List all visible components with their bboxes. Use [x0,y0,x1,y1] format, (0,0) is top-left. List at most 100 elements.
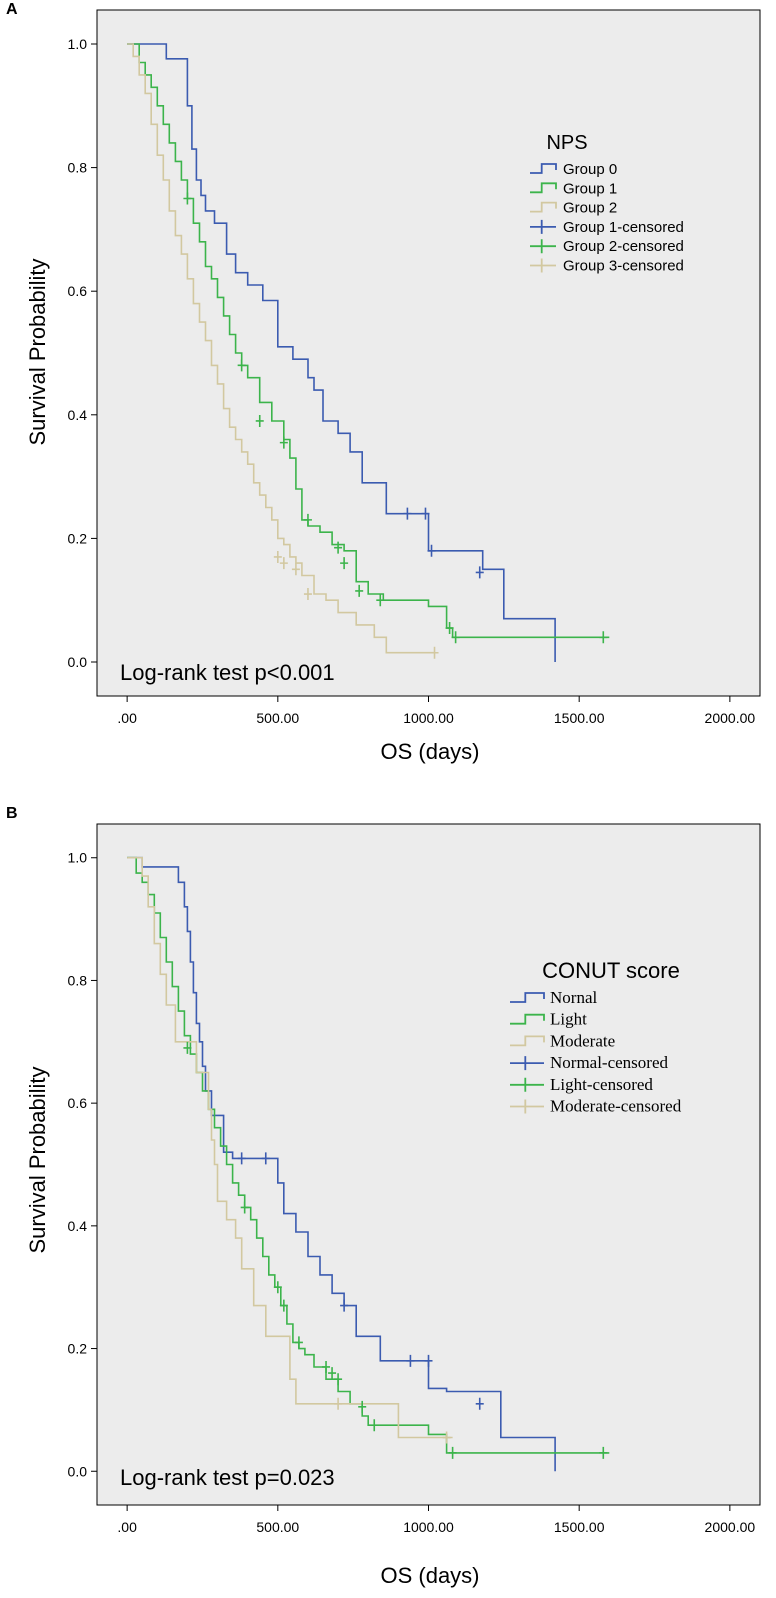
x-tick-label: 2000.00 [705,710,756,726]
legend-item: Normal-censored [510,1053,669,1072]
x-tick-label: .00 [117,710,137,726]
legend-label: Group 2 [563,200,617,217]
censor-mark [370,1419,379,1432]
censor-mark [291,563,300,576]
censor-mark [445,622,454,635]
legend-swatch-line [510,992,545,1003]
panel-a: A 0.0 0.2 0.4 0.6 0.8 1.0 .00 500.00 1000.00 150… [6,1,761,764]
censor-mark [334,1373,343,1386]
censor-mark [303,513,312,526]
censor-mark [273,550,282,563]
censor-mark [183,192,192,205]
y-tick-label: 0.6 [68,1095,88,1111]
legend-label: Group 3-censored [563,258,684,275]
censor-mark [599,1446,608,1459]
censor-mark [430,646,439,659]
plot-area-b [96,823,761,1506]
x-axis-ticks-a: .00 500.00 1000.00 1500.00 2000.00 [117,696,755,726]
legend-label: Light-censored [550,1075,653,1094]
legend-label: Moderate [550,1031,615,1050]
censor-mark [334,1397,343,1410]
censor-mark [328,1367,337,1380]
legend-swatch-line [530,182,557,194]
x-axis-ticks-b: .00 500.00 1000.00 1500.00 2000.00 [117,1505,755,1535]
km-curve-group-2 [127,43,435,654]
censor-mark [183,1041,192,1054]
censor-mark [475,566,484,579]
legend-item: Group 0 [530,161,617,178]
censor-mark [255,414,264,427]
censor-mark [279,557,288,570]
legend-label: Group 1 [563,180,617,197]
legend-a: Group 0 Group 1 Group 2 Group 1-censored Gro… [530,161,684,275]
legend-item: Nornal [510,988,597,1007]
legend-item: Group 3-censored [530,258,684,275]
legend-swatch-censor [530,239,556,254]
legend-item: Group 1 [530,180,617,197]
y-tick-label: 0.4 [68,407,88,423]
y-axis-title-b: Survival Probability [25,1066,50,1253]
censor-mark [475,1397,484,1410]
x-tick-label: 1000.00 [403,710,454,726]
censor-mark [279,436,288,449]
censor-mark [303,588,312,601]
censor-mark [448,1446,457,1459]
y-tick-label: 0.0 [68,1463,88,1479]
legend-item: Group 1-censored [530,219,684,236]
y-axis-ticks-a: 0.0 0.2 0.4 0.6 0.8 1.0 [68,36,97,670]
legend-label: Group 1-censored [563,219,684,236]
legend-item: Moderate-censored [510,1097,682,1116]
x-tick-label: .00 [117,1519,137,1535]
censor-mark [406,1354,415,1367]
censor-mark [340,1299,349,1312]
x-tick-label: 500.00 [256,710,299,726]
legend-item: Group 2-censored [530,238,684,255]
legend-swatch-censor [530,219,556,234]
legend-swatch-censor [510,1077,544,1092]
legend-swatch-line [510,1035,545,1047]
legend-swatch-censor [510,1099,544,1114]
censor-mark [599,631,608,644]
censor-mark [261,1152,270,1165]
x-tick-label: 1000.00 [403,1519,454,1535]
y-tick-label: 1.0 [68,850,88,866]
censor-mark [340,557,349,570]
censor-mark [355,584,364,597]
y-tick-label: 0.2 [68,530,88,546]
legend-label: Moderate-censored [550,1097,682,1116]
y-tick-label: 0.0 [68,654,88,670]
censor-marks-b [183,1041,608,1459]
censor-mark [358,1400,367,1413]
legend-swatch-line [530,163,557,174]
censor-mark [376,594,385,607]
km-curve-group-1 [127,43,610,639]
censor-mark [322,1360,331,1373]
censor-mark [294,1336,303,1349]
censor-mark [237,359,246,372]
panel-b: B 0.0 0.2 0.4 0.6 0.8 1.0 .00 500.00 1000.00 150… [6,805,761,1588]
x-tick-label: 2000.00 [705,1519,756,1535]
censor-mark [240,1201,249,1214]
x-tick-label: 1500.00 [554,1519,605,1535]
legend-item: Light-censored [510,1075,653,1094]
y-axis-title-a: Survival Probability [25,258,50,445]
x-axis-title-b: OS (days) [380,1563,479,1588]
censor-mark [403,507,412,520]
x-axis-title-a: OS (days) [380,739,479,764]
legend-label: Light [550,1010,587,1029]
censor-mark [279,1299,288,1312]
legend-label: Normal-censored [550,1053,669,1072]
legend-swatch-censor [510,1056,544,1071]
censor-mark [273,1281,282,1294]
censor-mark [424,1354,433,1367]
legend-title-b: CONUT score [542,958,680,983]
censor-mark [421,507,430,520]
legend-item: Light [510,1010,587,1029]
log-rank-annotation-a: Log-rank test p<0.001 [120,660,335,685]
censor-mark [334,541,343,554]
panel-letter-b: B [6,805,18,822]
y-tick-label: 0.4 [68,1218,88,1234]
survival-curves-a [127,43,610,662]
legend-item: Moderate [510,1031,615,1050]
censor-mark [427,544,436,557]
